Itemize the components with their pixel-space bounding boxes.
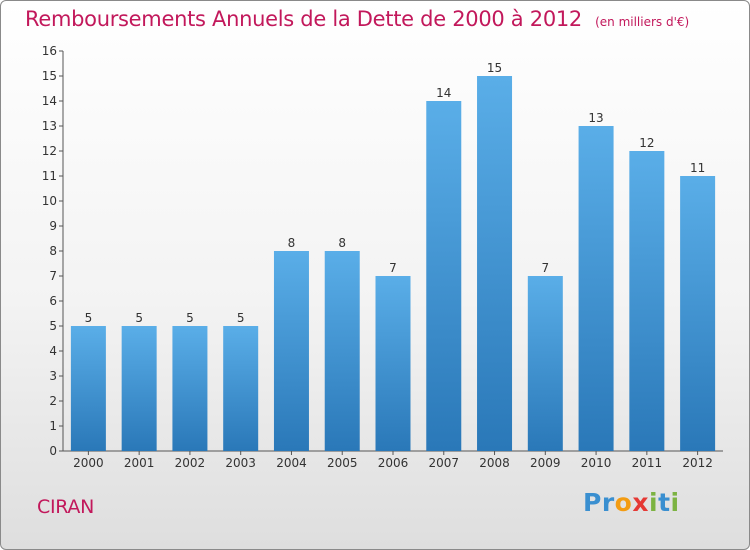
- chart-title: Remboursements Annuels de la Dette de 20…: [25, 7, 582, 31]
- x-tick-label: 2011: [632, 456, 663, 470]
- y-tick-label: 14: [42, 94, 57, 108]
- y-tick-label: 9: [49, 219, 57, 233]
- y-tick-label: 4: [49, 344, 57, 358]
- bar-2011: [629, 151, 665, 451]
- logo-letter: x: [632, 488, 649, 517]
- data-label: 5: [85, 311, 93, 325]
- city-name: CIRAN: [37, 496, 95, 518]
- x-tick-label: 2001: [124, 456, 155, 470]
- data-label: 5: [237, 311, 245, 325]
- bar-2004: [273, 251, 309, 451]
- data-label: 8: [338, 236, 346, 250]
- y-tick-label: 5: [49, 319, 57, 333]
- logo-letter: P: [583, 488, 602, 517]
- proxiti-logo: Proxiti: [583, 488, 680, 517]
- logo-letter: r: [601, 488, 615, 517]
- logo-letter: i: [670, 488, 680, 517]
- data-label: 5: [135, 311, 143, 325]
- data-label: 8: [288, 236, 296, 250]
- data-label: 11: [690, 161, 705, 175]
- x-tick-label: 2008: [479, 456, 510, 470]
- y-tick-label: 0: [49, 444, 57, 458]
- y-tick-label: 16: [42, 44, 57, 58]
- x-tick-label: 2009: [530, 456, 561, 470]
- logo-letter: o: [614, 488, 633, 517]
- x-tick-label: 2007: [428, 456, 459, 470]
- y-tick-label: 6: [49, 294, 57, 308]
- y-tick-label: 12: [42, 144, 57, 158]
- chart-unit: (en milliers d'€): [595, 15, 690, 29]
- y-tick-label: 8: [49, 244, 57, 258]
- bar-2008: [477, 76, 513, 451]
- y-tick-label: 13: [42, 119, 57, 133]
- logo-letter: i: [649, 488, 659, 517]
- x-tick-label: 2006: [378, 456, 409, 470]
- data-label: 12: [639, 136, 654, 150]
- data-label: 14: [436, 86, 451, 100]
- data-labels-group: 5 5 5 5 8 8 7 14 15 7 13 12 11: [85, 61, 706, 325]
- data-label: 13: [588, 111, 603, 125]
- data-label: 5: [186, 311, 194, 325]
- x-tick-label: 2012: [682, 456, 713, 470]
- bar-2012: [680, 176, 716, 451]
- y-tick-label: 15: [42, 69, 57, 83]
- data-label: 7: [389, 261, 397, 275]
- bar-2006: [375, 276, 411, 451]
- bar-2007: [426, 101, 462, 451]
- y-tick-label: 10: [42, 194, 57, 208]
- bar-2009: [527, 276, 563, 451]
- bar-2000: [70, 326, 106, 451]
- y-tick-label: 3: [49, 369, 57, 383]
- bars-group: [70, 76, 716, 451]
- title-row: Remboursements Annuels de la Dette de 20…: [25, 7, 689, 31]
- y-tick-label: 7: [49, 269, 57, 283]
- y-tick-label: 11: [42, 169, 57, 183]
- y-tick-label: 2: [49, 394, 57, 408]
- x-tick-label: 2010: [581, 456, 612, 470]
- bar-2010: [578, 126, 614, 451]
- x-tick-label: 2003: [225, 456, 256, 470]
- data-label: 15: [487, 61, 502, 75]
- x-tick-label: 2005: [327, 456, 358, 470]
- x-tick-label: 2004: [276, 456, 307, 470]
- y-tick-label: 1: [49, 419, 57, 433]
- bar-2003: [223, 326, 259, 451]
- x-tick-label: 2000: [73, 456, 104, 470]
- x-tick-label: 2002: [175, 456, 206, 470]
- data-label: 7: [541, 261, 549, 275]
- bar-2001: [121, 326, 157, 451]
- bar-2005: [324, 251, 360, 451]
- bar-2002: [172, 326, 208, 451]
- logo-letter: t: [658, 488, 671, 517]
